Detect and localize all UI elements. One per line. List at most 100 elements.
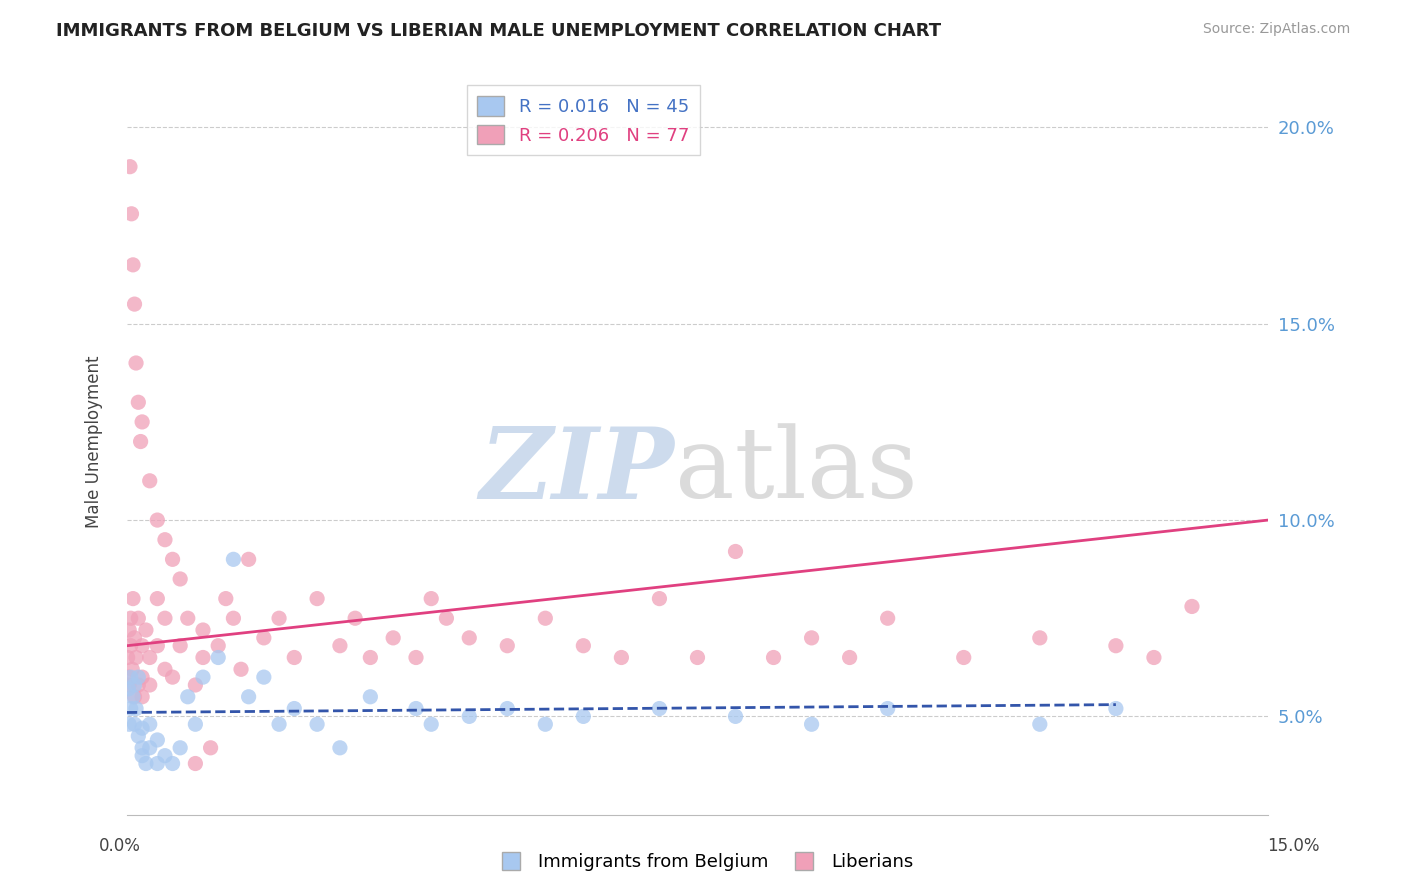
Point [405,650,427,665]
Point [1181,599,1204,614]
Point [127,678,149,692]
Legend: Immigrants from Belgium, Liberians: Immigrants from Belgium, Liberians [485,847,921,879]
Point [436,611,458,625]
Point [1029,717,1052,731]
Point [648,701,671,715]
Point [117,681,139,696]
Point [125,356,148,370]
Point [153,748,176,763]
Point [876,701,898,715]
Point [648,591,671,606]
Point [118,678,141,692]
Point [420,717,443,731]
Point [420,591,443,606]
Point [762,650,785,665]
Point [169,639,191,653]
Text: Source: ZipAtlas.com: Source: ZipAtlas.com [1202,22,1350,37]
Point [162,670,184,684]
Point [153,662,176,676]
Point [131,690,153,704]
Point [572,709,595,723]
Point [1105,639,1128,653]
Point [267,717,290,731]
Point [127,670,149,684]
Point [724,544,747,558]
Text: 15.0%: 15.0% [1267,837,1320,855]
Point [131,721,153,735]
Point [138,474,160,488]
Point [118,160,141,174]
Point [952,650,974,665]
Point [153,611,176,625]
Point [184,717,207,731]
Point [120,611,142,625]
Point [124,631,146,645]
Point [1143,650,1166,665]
Point [138,678,160,692]
Point [283,650,305,665]
Point [138,650,160,665]
Point [177,611,200,625]
Point [125,650,148,665]
Point [120,639,142,653]
Y-axis label: Male Unemployment: Male Unemployment [86,355,103,528]
Point [610,650,633,665]
Point [238,690,260,704]
Point [124,297,146,311]
Point [120,701,142,715]
Point [191,623,214,637]
Point [215,591,238,606]
Point [191,670,214,684]
Point [125,701,148,715]
Point [534,717,557,731]
Point [146,639,169,653]
Point [131,748,153,763]
Point [207,639,229,653]
Point [118,717,141,731]
Point [122,591,145,606]
Point [253,631,276,645]
Point [1105,701,1128,715]
Point [124,690,146,704]
Point [253,670,276,684]
Point [124,717,146,731]
Point [122,258,145,272]
Point [127,611,149,625]
Point [458,631,481,645]
Point [127,395,149,409]
Point [138,717,160,731]
Text: atlas: atlas [675,424,917,519]
Point [135,623,157,637]
Point [146,591,169,606]
Point [146,733,169,747]
Point [724,709,747,723]
Point [200,740,222,755]
Point [496,701,519,715]
Point [169,572,191,586]
Point [329,740,352,755]
Point [124,678,146,692]
Point [405,701,427,715]
Point [458,709,481,723]
Point [120,670,142,684]
Point [238,552,260,566]
Point [131,415,153,429]
Point [359,690,381,704]
Point [307,591,329,606]
Point [146,756,169,771]
Point [800,717,823,731]
Point [138,740,160,755]
Point [1029,631,1052,645]
Point [118,623,141,637]
Point [122,690,145,704]
Point [876,611,898,625]
Point [184,678,207,692]
Point [283,701,305,715]
Point [572,639,595,653]
Point [686,650,709,665]
Text: IMMIGRANTS FROM BELGIUM VS LIBERIAN MALE UNEMPLOYMENT CORRELATION CHART: IMMIGRANTS FROM BELGIUM VS LIBERIAN MALE… [56,22,942,40]
Point [121,662,143,676]
Point [127,729,149,743]
Point [800,631,823,645]
Point [153,533,176,547]
